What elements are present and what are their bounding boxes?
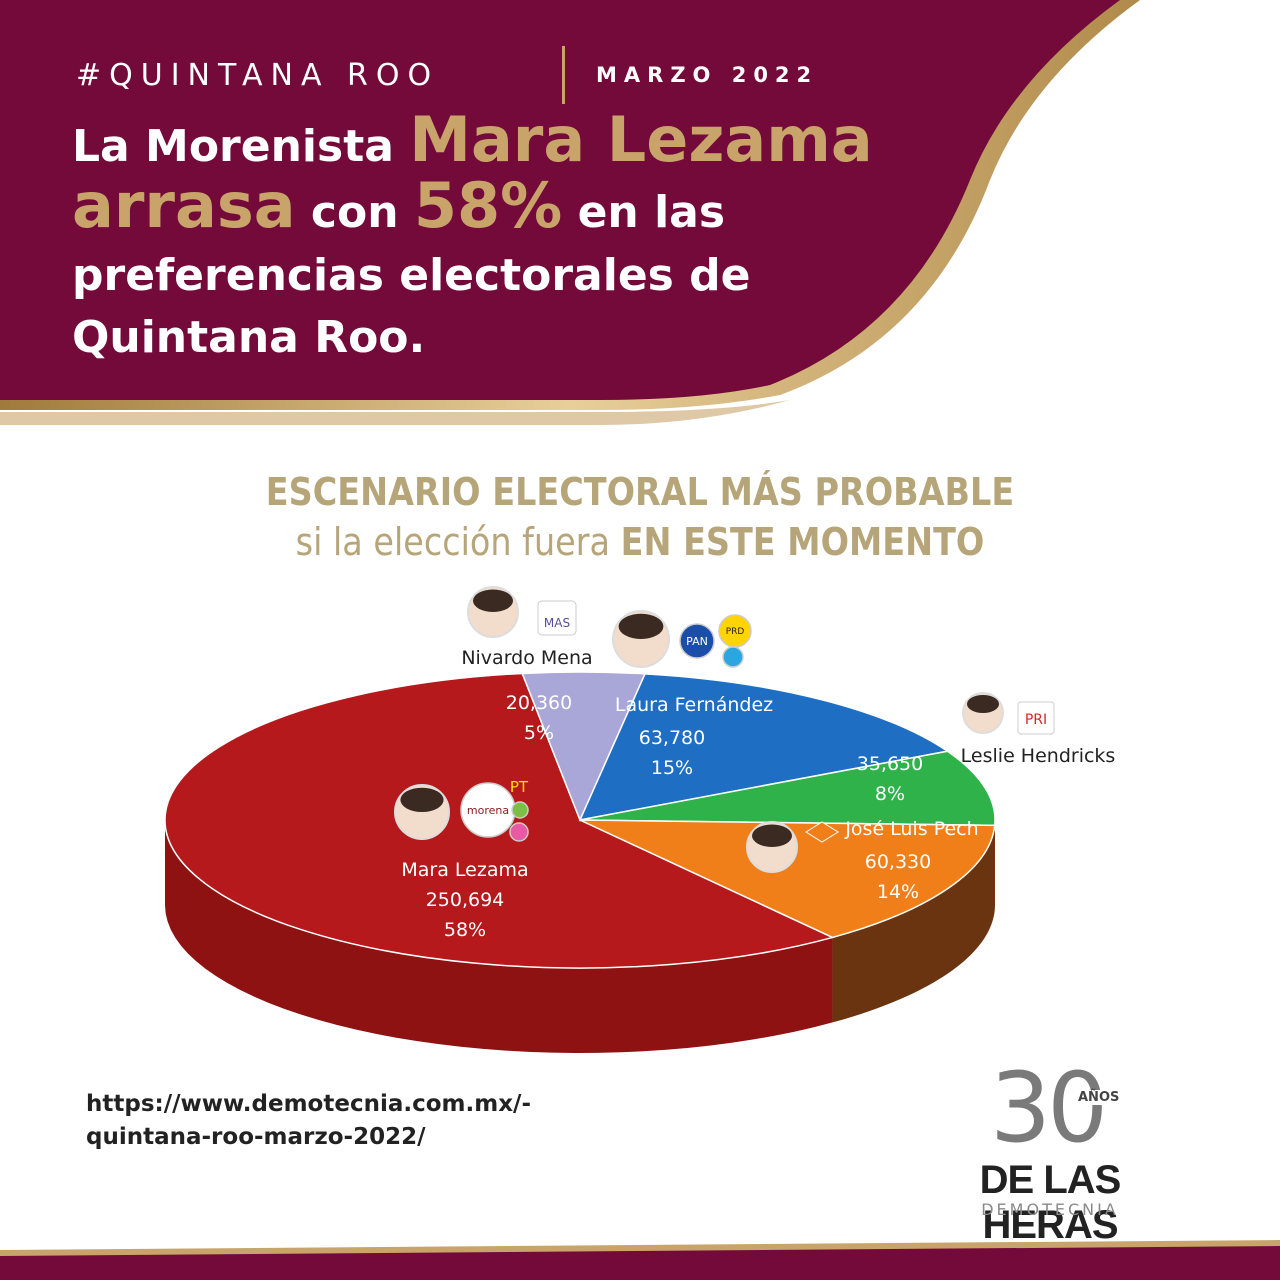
headline-part-4: en las preferencias electorales de Quint… bbox=[72, 187, 751, 364]
slice-percent-1: 5% bbox=[524, 722, 554, 744]
headline-arrasa: arrasa bbox=[72, 169, 296, 243]
headline-name: Mara Lezama bbox=[409, 103, 873, 176]
slice-value-3: 35,650 bbox=[857, 753, 923, 775]
header-background bbox=[0, 0, 1140, 425]
slice-value-2: 63,780 bbox=[639, 727, 705, 749]
slice-percent-4: 14% bbox=[877, 881, 919, 903]
chart-subtitle: si la elección fuera EN ESTE MOMENTO bbox=[77, 520, 1203, 564]
slice-name-outside-3: Leslie Hendricks bbox=[961, 745, 1116, 767]
pan-logo-icon-text: PAN bbox=[686, 635, 708, 648]
morena-logo-icon-text: morena bbox=[467, 804, 509, 817]
footer-band bbox=[0, 1240, 1280, 1280]
slice-name-2: Laura Fernández bbox=[615, 694, 773, 716]
photo-nivardo-icon-hair bbox=[473, 589, 513, 612]
slice-value-0: 250,694 bbox=[426, 889, 505, 911]
headline-part-3: con bbox=[295, 187, 414, 239]
cq-logo-icon bbox=[722, 646, 744, 668]
mc-logo-icon bbox=[805, 821, 839, 843]
hashtag-label: #QUINTANA ROO bbox=[76, 58, 440, 93]
brand-number: 30 bbox=[990, 1052, 1108, 1164]
slice-percent-0: 58% bbox=[444, 919, 486, 941]
mas-logo-text: MAS bbox=[544, 616, 570, 630]
date-label: MARZO 2022 bbox=[596, 63, 819, 87]
brand-anos: AÑOS bbox=[1076, 1090, 1122, 1105]
header-divider bbox=[562, 46, 565, 104]
pie-chart: Mara Lezama 250,694 58% 20,360 5% Laura Ferná… bbox=[164, 586, 1116, 1053]
pri-logo-text: PRI bbox=[1025, 712, 1047, 728]
headline-percent: 58% bbox=[413, 169, 563, 243]
verde-logo-icon bbox=[511, 801, 529, 819]
photo-pech-icon-hair bbox=[752, 824, 792, 847]
pie-side-mara bbox=[165, 820, 833, 1053]
slice-name-outside-1: Nivardo Mena bbox=[461, 647, 592, 669]
prd-logo-icon-text: PRD bbox=[726, 627, 745, 637]
pie-side-pech bbox=[832, 820, 995, 1023]
chart-subtitle-a: si la elección fuera bbox=[295, 520, 621, 564]
pri-logo-icon bbox=[1017, 701, 1055, 735]
chart-title: ESCENARIO ELECTORAL MÁS PROBABLE bbox=[265, 470, 1015, 514]
headline-part-1: La Morenista bbox=[72, 121, 410, 172]
pt-logo-icon: PT bbox=[510, 778, 529, 796]
photo-laura-icon-hair bbox=[618, 613, 664, 640]
pan-logo-icon bbox=[679, 623, 715, 659]
brand-name: DE LAS HERAS bbox=[979, 1158, 1122, 1247]
brand-subtitle: DEMOTECNIA bbox=[981, 1200, 1119, 1219]
pie-slice-2 bbox=[578, 673, 950, 821]
pie-slice-4 bbox=[579, 819, 996, 939]
slice-value-1: 20,360 bbox=[506, 692, 572, 714]
source-url[interactable]: https://www.demotecnia.com.mx/-quintana-… bbox=[86, 1091, 531, 1150]
chart-subtitle-b: EN ESTE MOMENTO bbox=[620, 520, 985, 564]
fuerza-logo-icon bbox=[509, 822, 529, 842]
slice-value-4: 60,330 bbox=[865, 851, 931, 873]
mas-logo-icon bbox=[537, 600, 577, 636]
pie-slice-3 bbox=[579, 750, 996, 827]
photo-mara-icon-hair bbox=[400, 787, 444, 812]
slice-name-0: Mara Lezama bbox=[401, 859, 528, 881]
photo-leslie-icon-hair bbox=[967, 695, 999, 713]
slice-percent-3: 8% bbox=[875, 783, 905, 805]
slice-name-4: José Luis Pech bbox=[844, 818, 978, 840]
headline: La Morenista Mara Lezama arrasa con 58% … bbox=[72, 109, 992, 370]
slice-percent-2: 15% bbox=[651, 757, 693, 779]
